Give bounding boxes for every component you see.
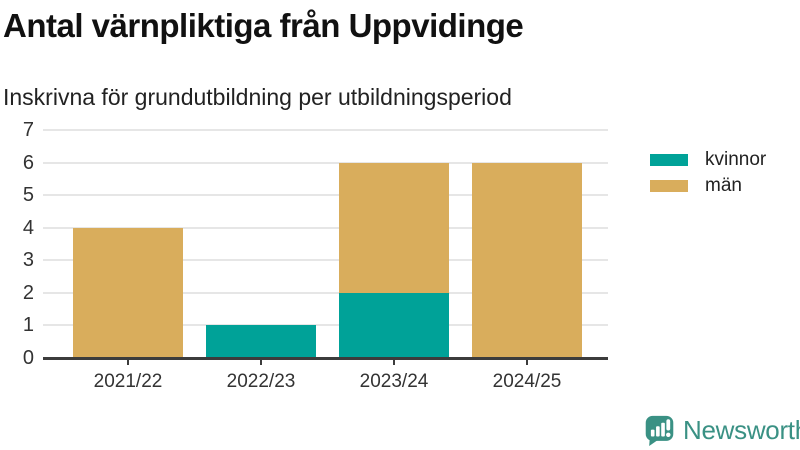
legend-item-kvinnor: kvinnor	[650, 147, 766, 173]
brand-name: Newsworthy	[683, 415, 800, 445]
x-axis-tick-label: 2021/22	[93, 371, 163, 392]
y-axis-tick-label: 5	[22, 184, 34, 207]
x-axis-line	[43, 356, 608, 360]
y-axis-tick-label: 3	[22, 249, 34, 272]
bar-segment-kvinnor	[206, 325, 316, 358]
x-axis-tick-mark	[260, 359, 262, 365]
x-axis-tick-label: 2024/25	[492, 371, 562, 392]
newsworthy-logo-icon	[645, 415, 674, 446]
y-axis-tick-label: 1	[22, 314, 34, 337]
gridline	[43, 259, 608, 262]
y-axis-tick-label: 6	[22, 151, 34, 174]
y-axis-tick-label: 2	[22, 281, 34, 304]
y-axis-tick-label: 4	[22, 216, 34, 239]
y-axis-tick-label: 7	[22, 119, 34, 141]
legend-label: män	[705, 175, 742, 196]
bar-segment-män	[472, 163, 582, 358]
bar-segment-män	[73, 228, 183, 358]
x-axis-tick-label: 2023/24	[359, 371, 429, 392]
legend-swatch-män	[650, 180, 688, 192]
x-axis-tick-label: 2022/23	[226, 371, 296, 392]
gridline	[43, 226, 608, 229]
gridline	[43, 324, 608, 327]
bar-segment-män	[339, 163, 449, 293]
chart-subtitle: Inskrivna för grundutbildning per utbild…	[3, 84, 512, 110]
x-axis-tick-mark	[127, 359, 129, 365]
legend-label: kvinnor	[705, 149, 767, 170]
gridline	[43, 194, 608, 197]
legend: kvinnor män	[650, 147, 766, 199]
gridline	[43, 291, 608, 294]
x-axis-tick-mark	[393, 359, 395, 365]
x-axis-tick-mark	[526, 359, 528, 365]
chart-title: Antal värnpliktiga från Uppvidinge	[3, 7, 524, 44]
legend-swatch-kvinnor	[650, 154, 688, 166]
gridline	[43, 161, 608, 164]
gridline	[43, 129, 608, 131]
bar-segment-kvinnor	[339, 293, 449, 358]
y-axis-tick-label: 0	[22, 347, 34, 369]
brand-footer: Newsworthy	[644, 414, 800, 447]
legend-item-män: män	[650, 173, 766, 199]
